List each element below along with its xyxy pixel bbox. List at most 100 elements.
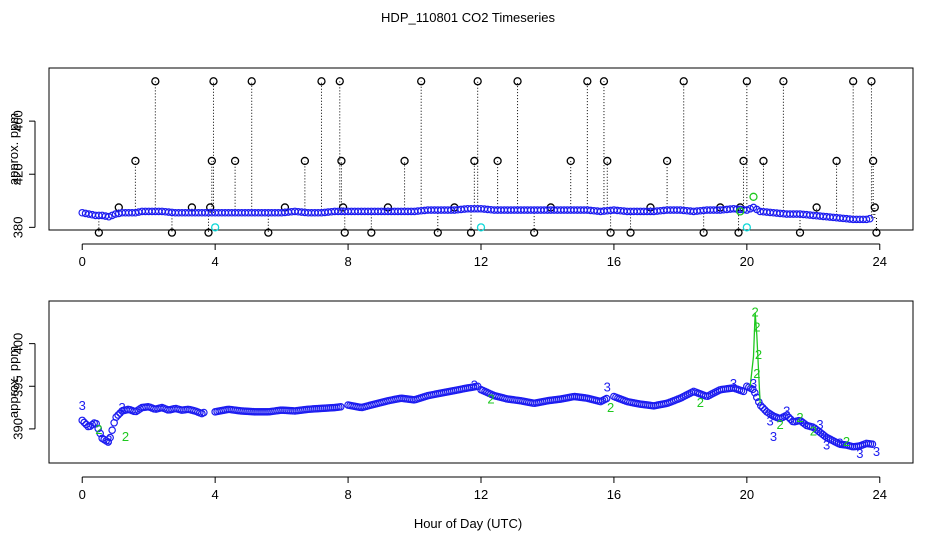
series-point: [94, 424, 102, 433]
spike-point: [335, 77, 344, 86]
bottom-x-tick-label: 12: [474, 487, 488, 502]
green-point: [749, 192, 758, 201]
top-y-axis-label: approx. ppm: [6, 113, 21, 185]
spike-point: [433, 228, 442, 237]
top-x-tick-label: 8: [344, 254, 351, 269]
series-point: [96, 429, 104, 438]
series-point: [755, 398, 763, 406]
label-3: 3: [873, 444, 880, 459]
spike-point: [204, 228, 213, 237]
spike-point: [849, 77, 858, 86]
series-point: [114, 411, 122, 419]
spike-point: [662, 156, 672, 166]
spike-point: [340, 228, 349, 237]
label-2: 2: [752, 304, 759, 319]
label-2: 2: [843, 434, 850, 449]
series-point: [88, 420, 97, 429]
spike-point: [867, 77, 876, 86]
top-y-axis: 380 420 460: [10, 110, 36, 238]
spike-point: [470, 156, 479, 166]
bottom-y-tick-label: 400: [10, 333, 25, 355]
spike-point: [606, 228, 615, 237]
series-point: [757, 401, 765, 410]
label-3: 3: [816, 417, 823, 432]
top-y-tick-label: 460: [10, 110, 25, 132]
series-point: [758, 403, 767, 412]
spike-point: [167, 228, 177, 237]
top-x-axis: 0 4 8 12 16 20 24: [79, 243, 887, 269]
bottom-plot-frame: [48, 300, 914, 464]
baseline-point: [108, 211, 116, 220]
cyan-point: [211, 223, 220, 232]
spike-point: [734, 228, 743, 237]
spike-point: [530, 228, 539, 237]
spike-point: [566, 156, 575, 166]
series-point: [80, 418, 89, 427]
spike-point: [264, 228, 273, 237]
top-panel: 0 4 8 12 16 20 24 380 420 460 approx. ppm: [6, 67, 914, 269]
series-point: [784, 413, 793, 422]
label-3: 3: [766, 414, 773, 429]
bottom-y-axis-label: approx. ppm: [6, 346, 21, 418]
figure-title: HDP_110801 CO2 Timeseries: [381, 10, 555, 25]
label-3: 3: [471, 378, 478, 393]
label-2: 2: [753, 320, 760, 335]
spike-point: [626, 228, 635, 237]
top-y-tick-label: 380: [10, 216, 25, 238]
spike-point: [742, 77, 751, 86]
label-2: 2: [122, 429, 129, 444]
spike-point: [207, 156, 216, 166]
spike-point: [832, 156, 841, 166]
bottom-x-tick-label: 0: [79, 487, 86, 502]
spike-point: [599, 77, 609, 86]
series-point: [602, 394, 611, 403]
spike-point: [300, 156, 310, 166]
spike-point: [513, 77, 522, 86]
series-point: [78, 416, 87, 425]
bottom-x-tick-label: 20: [740, 487, 754, 502]
spike-point: [94, 228, 103, 237]
spike-point: [868, 156, 878, 166]
top-y-tick-label: 420: [10, 163, 25, 185]
label-2: 2: [810, 424, 817, 439]
top-plot-frame: [48, 67, 914, 231]
label-3: 3: [750, 376, 757, 391]
top-x-tick-label: 24: [873, 254, 887, 269]
label-3: 3: [604, 379, 611, 394]
bottom-series: [78, 312, 877, 451]
spike-point: [367, 228, 376, 237]
baseline-point: [865, 214, 874, 223]
baseline-point: [862, 215, 871, 224]
spike-point: [759, 156, 768, 166]
spike-point: [151, 77, 160, 86]
spike-trace: [749, 312, 761, 404]
label-3: 3: [730, 376, 737, 391]
bottom-x-axis-label: Hour of Day (UTC): [414, 516, 522, 531]
spike-point: [317, 77, 326, 86]
bottom-x-tick-label: 8: [344, 487, 351, 502]
spike-point: [493, 156, 502, 166]
spike-point: [679, 77, 688, 86]
label-2: 2: [796, 410, 803, 425]
spike-point: [739, 156, 748, 166]
spike-point: [795, 228, 805, 237]
label-2: 2: [753, 366, 760, 381]
label-3: 3: [856, 446, 863, 461]
top-x-tick-label: 12: [474, 254, 488, 269]
spike-point: [247, 77, 256, 86]
series-point: [200, 408, 208, 417]
top-highlight-points: [211, 192, 758, 232]
label-3: 3: [770, 429, 777, 444]
label-2: 2: [755, 347, 762, 362]
label-3: 3: [118, 400, 125, 415]
spike-point: [779, 77, 788, 86]
spike-point: [209, 77, 218, 86]
series-point: [112, 413, 120, 421]
series-point: [106, 433, 114, 442]
label-3: 3: [105, 432, 112, 447]
bottom-x-tick-label: 24: [873, 487, 887, 502]
series-point: [751, 388, 759, 397]
top-x-tick-label: 16: [607, 254, 621, 269]
